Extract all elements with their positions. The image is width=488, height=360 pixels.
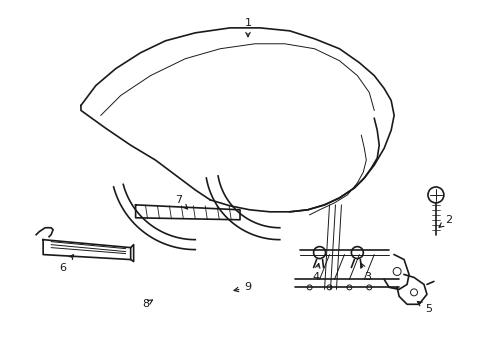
Text: 4: 4 xyxy=(311,264,319,283)
Text: 7: 7 xyxy=(174,195,187,209)
Text: 8: 8 xyxy=(142,299,152,309)
Text: 1: 1 xyxy=(244,18,251,37)
Text: 6: 6 xyxy=(60,255,73,273)
Text: 2: 2 xyxy=(438,215,451,227)
Text: 9: 9 xyxy=(234,282,251,292)
Text: 5: 5 xyxy=(417,302,431,314)
Text: 3: 3 xyxy=(360,263,370,283)
